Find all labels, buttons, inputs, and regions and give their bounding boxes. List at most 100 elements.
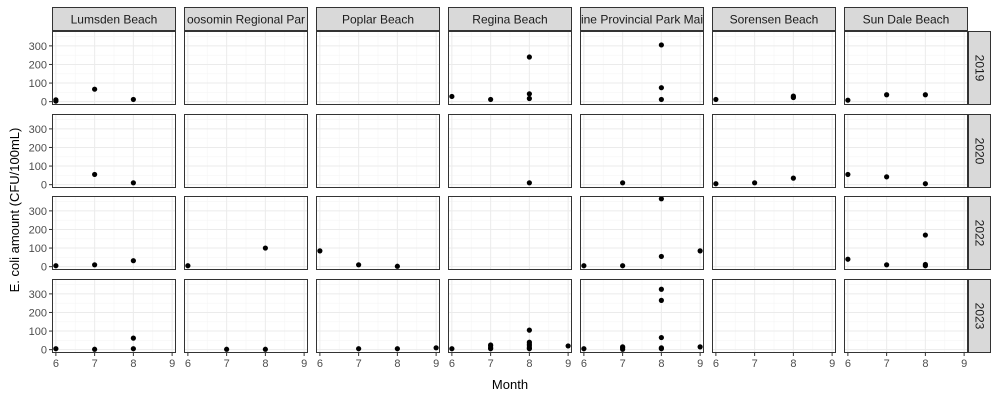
data-point <box>790 94 796 101</box>
facet-strip-row: 2023 <box>968 279 991 353</box>
data-point <box>658 42 664 48</box>
data-point <box>884 174 890 180</box>
facet-strip-column: Sun Dale Beach <box>844 7 968 31</box>
facet-strip-box <box>316 7 440 31</box>
panel-border <box>448 196 572 270</box>
data-point <box>713 181 719 187</box>
data-point <box>581 346 587 352</box>
facet-strip-label: Lumsden Beach <box>71 13 158 27</box>
facet-strip-box <box>448 7 572 31</box>
data-point <box>526 54 532 60</box>
y-tick-label: 100 <box>29 161 47 173</box>
data-point <box>884 92 890 98</box>
x-tick-label: 6 <box>845 358 851 370</box>
panel-border <box>448 279 572 353</box>
facet-panel <box>580 279 704 353</box>
data-point <box>92 262 98 268</box>
facet-panel <box>52 196 176 270</box>
y-tick-label: 100 <box>29 326 47 338</box>
facet-panel <box>52 31 176 105</box>
panel-border <box>712 114 836 188</box>
x-tick-label: 7 <box>356 358 362 370</box>
y-tick-label: 300 <box>29 206 47 218</box>
data-point <box>394 346 400 352</box>
x-tick-label: 6 <box>581 358 587 370</box>
x-tick-label: 6 <box>449 358 455 370</box>
facet-strip-box <box>968 196 991 270</box>
facet-strip-column: ine Provincial Park Mai <box>580 7 704 31</box>
facet-panel <box>844 31 968 105</box>
x-tick-label: 6 <box>317 358 323 370</box>
x-tick-label: 8 <box>394 358 400 370</box>
facet-panels: Lumsden Beach oosomin Regional Par Poplar … <box>52 7 991 353</box>
data-point <box>620 180 626 186</box>
facet-strip-box <box>712 7 836 31</box>
x-tick-label: 8 <box>922 358 928 370</box>
data-point <box>658 297 664 303</box>
x-tick-label: 7 <box>488 358 494 370</box>
panel-border <box>52 196 176 270</box>
y-tick-label: 300 <box>29 41 47 53</box>
facet-panel <box>448 196 572 270</box>
data-point <box>697 248 703 254</box>
facet-strip-box <box>968 279 991 353</box>
data-point <box>317 248 323 254</box>
x-tick-label: 7 <box>752 358 758 370</box>
data-point <box>658 334 664 341</box>
panel-border <box>184 196 308 270</box>
data-point <box>658 286 664 292</box>
facet-panel <box>448 279 572 353</box>
data-point <box>92 346 98 352</box>
facet-panel <box>712 114 836 188</box>
data-point <box>922 92 928 98</box>
y-tick-label: 100 <box>29 243 47 255</box>
data-point <box>658 346 664 352</box>
facet-strip-column: Poplar Beach <box>316 7 440 31</box>
facet-panel <box>184 31 308 105</box>
facet-strip-label: 2020 <box>973 138 987 165</box>
data-point <box>488 96 494 103</box>
facet-strip-box <box>580 7 704 31</box>
x-tick-label: 9 <box>565 358 571 370</box>
facet-strip-label: Poplar Beach <box>342 13 414 27</box>
facet-panel <box>184 196 308 270</box>
x-tick-label: 9 <box>829 358 835 370</box>
panel-border <box>712 279 836 353</box>
x-tick-label: 8 <box>658 358 664 370</box>
x-axis-title: Month <box>492 377 528 392</box>
x-tick-label: 8 <box>526 358 532 370</box>
data-point <box>130 335 136 341</box>
x-tick-label: 7 <box>884 358 890 370</box>
panel-border <box>316 279 440 353</box>
facet-strip-label: Sorensen Beach <box>730 13 819 27</box>
panel-border <box>448 31 572 105</box>
y-axis-title: E. coli amount (CFU/100mL) <box>7 128 22 293</box>
x-tick-label: 7 <box>224 358 230 370</box>
facet-strip-box <box>844 7 968 31</box>
facet-panel <box>844 114 968 188</box>
panel-border <box>52 114 176 188</box>
y-tick-label: 0 <box>41 97 47 109</box>
data-point <box>752 180 758 186</box>
x-tick-label: 6 <box>185 358 191 370</box>
facet-strip-label: oosomin Regional Par <box>187 13 305 27</box>
facet-panel <box>52 279 176 353</box>
facet-strip-label: Sun Dale Beach <box>863 13 950 27</box>
data-point <box>565 343 571 349</box>
facet-panel <box>580 196 704 270</box>
x-tick-label: 7 <box>92 358 98 370</box>
data-point <box>620 263 626 269</box>
facet-strip-label: Regina Beach <box>472 13 547 27</box>
facet-panel <box>712 279 836 353</box>
facet-panel <box>580 114 704 188</box>
data-point <box>713 96 719 103</box>
facet-panel <box>712 196 836 270</box>
facet-strip-box <box>968 114 991 188</box>
x-tick-label: 7 <box>620 358 626 370</box>
data-point <box>922 181 928 187</box>
facet-panel <box>184 279 308 353</box>
panel-border <box>844 279 968 353</box>
x-tick-label: 8 <box>790 358 796 370</box>
data-point <box>130 180 136 186</box>
data-point <box>658 196 664 202</box>
